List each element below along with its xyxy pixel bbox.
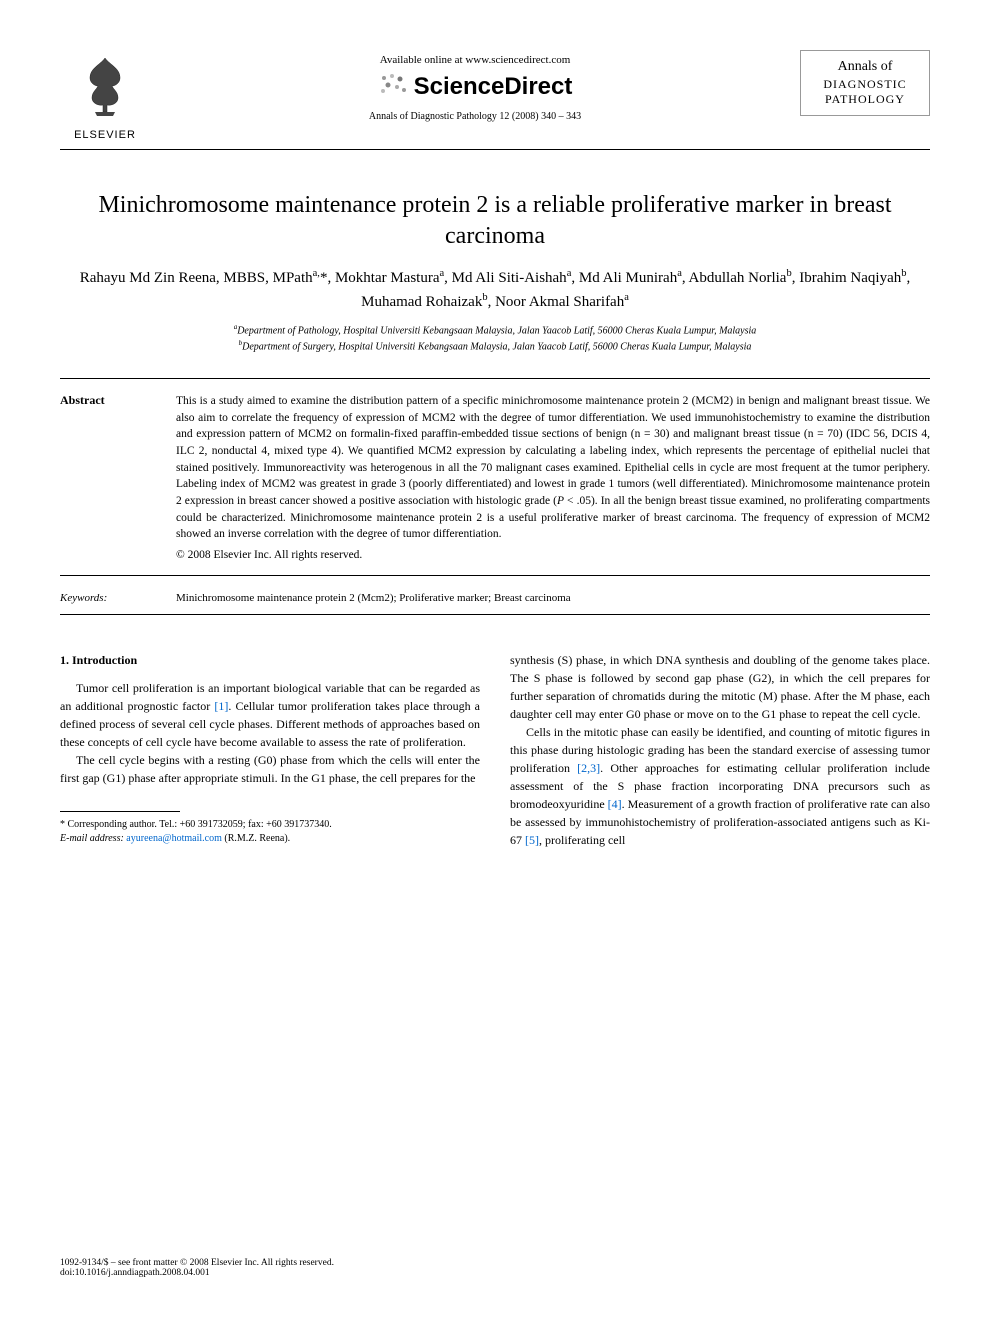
email-suffix: (R.M.Z. Reena). xyxy=(224,833,290,844)
body-columns: 1. Introduction Tumor cell proliferation… xyxy=(60,651,930,849)
footer-copyright: 1092-9134/$ – see front matter © 2008 El… xyxy=(60,1258,334,1268)
ref-link-1[interactable]: [1] xyxy=(214,699,228,713)
footer-left: 1092-9134/$ – see front matter © 2008 El… xyxy=(60,1258,334,1278)
authors-list: Rahayu Md Zin Reena, MBBS, MPatha,*, Mok… xyxy=(60,266,930,313)
header-rule xyxy=(60,149,930,150)
section-1-heading: 1. Introduction xyxy=(60,651,480,669)
journal-logo-line1: Annals of xyxy=(807,59,923,75)
affiliation-b: bDepartment of Surgery, Hospital Univers… xyxy=(60,339,930,354)
ref-link-5[interactable]: [5] xyxy=(525,833,539,847)
corresponding-author-footnote: * Corresponding author. Tel.: +60 391732… xyxy=(60,818,480,832)
abstract-copyright: © 2008 Elsevier Inc. All rights reserved… xyxy=(176,549,930,561)
center-header: Available online at www.sciencedirect.co… xyxy=(150,50,800,122)
footer-doi: doi:10.1016/j.anndiagpath.2008.04.001 xyxy=(60,1268,334,1278)
footer: 1092-9134/$ – see front matter © 2008 El… xyxy=(60,1258,930,1278)
footnote-separator xyxy=(60,811,180,812)
abstract-label: Abstract xyxy=(60,393,140,561)
abstract-block: Abstract This is a study aimed to examin… xyxy=(60,378,930,576)
elsevier-logo: ELSEVIER xyxy=(60,50,150,141)
keywords-text: Minichromosome maintenance protein 2 (Mc… xyxy=(176,592,571,604)
article-title: Minichromosome maintenance protein 2 is … xyxy=(60,190,930,252)
journal-logo-line2: DIAGNOSTIC xyxy=(807,77,923,92)
header-row: ELSEVIER Available online at www.science… xyxy=(60,50,930,141)
abstract-body: This is a study aimed to examine the dis… xyxy=(176,393,930,561)
ref-link-4[interactable]: [4] xyxy=(608,797,622,811)
intro-para-1: Tumor cell proliferation is an important… xyxy=(60,679,480,751)
affiliations: aDepartment of Pathology, Hospital Unive… xyxy=(60,323,930,354)
right-column: synthesis (S) phase, in which DNA synthe… xyxy=(510,651,930,849)
journal-citation: Annals of Diagnostic Pathology 12 (2008)… xyxy=(150,111,800,122)
sciencedirect-dots-icon xyxy=(378,72,408,101)
left-column: 1. Introduction Tumor cell proliferation… xyxy=(60,651,480,849)
available-online-text: Available online at www.sciencedirect.co… xyxy=(150,54,800,66)
elsevier-label: ELSEVIER xyxy=(60,129,150,141)
abstract-text: This is a study aimed to examine the dis… xyxy=(176,393,930,543)
sciencedirect-logo: ScienceDirect xyxy=(150,72,800,101)
email-footnote: E-mail address: ayureena@hotmail.com (R.… xyxy=(60,832,480,846)
journal-logo-line3: PATHOLOGY xyxy=(807,92,923,107)
keywords-label: Keywords: xyxy=(60,592,140,604)
intro-para-2: The cell cycle begins with a resting (G0… xyxy=(60,751,480,787)
journal-cover-logo: Annals of DIAGNOSTIC PATHOLOGY xyxy=(800,50,930,116)
email-address[interactable]: ayureena@hotmail.com xyxy=(126,833,222,844)
keywords-row: Keywords: Minichromosome maintenance pro… xyxy=(60,582,930,615)
elsevier-tree-icon xyxy=(70,50,140,120)
ref-link-2-3[interactable]: [2,3] xyxy=(577,761,600,775)
email-label: E-mail address: xyxy=(60,833,124,844)
intro-para-3: synthesis (S) phase, in which DNA synthe… xyxy=(510,651,930,723)
sciencedirect-text: ScienceDirect xyxy=(414,73,573,101)
intro-para-4: Cells in the mitotic phase can easily be… xyxy=(510,723,930,849)
affiliation-a: aDepartment of Pathology, Hospital Unive… xyxy=(60,323,930,338)
